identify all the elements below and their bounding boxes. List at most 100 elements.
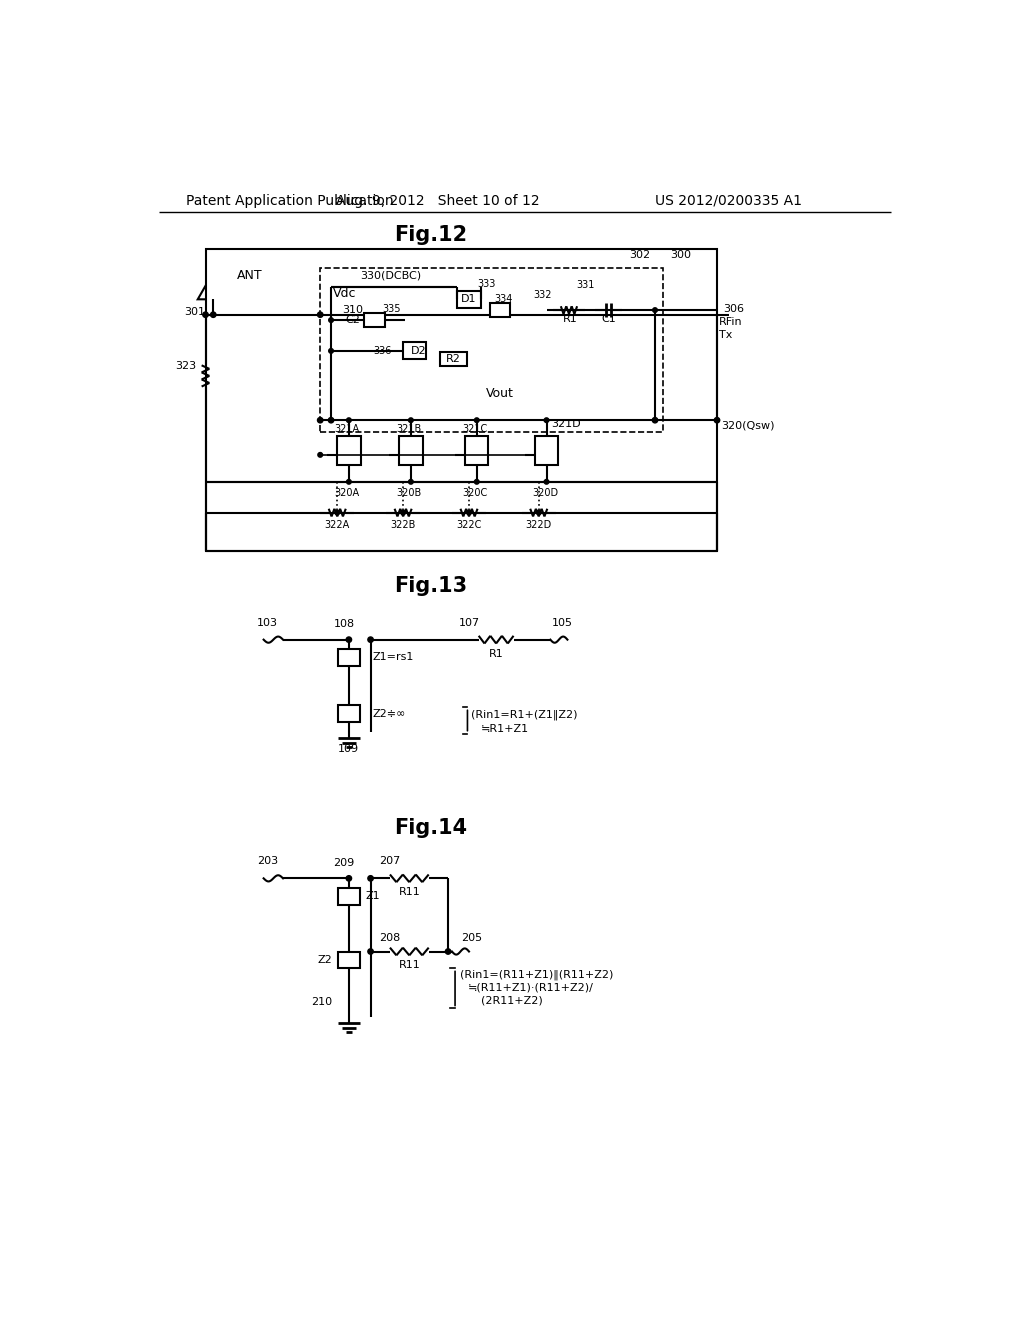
Text: Fig.14: Fig.14: [393, 818, 467, 838]
Text: Z2≑∞: Z2≑∞: [372, 709, 406, 718]
Text: 109: 109: [338, 744, 359, 754]
Text: D2: D2: [411, 346, 426, 356]
Text: 322D: 322D: [525, 520, 552, 529]
Bar: [535, 436, 558, 465]
Text: 310: 310: [342, 305, 364, 315]
Circle shape: [368, 638, 374, 643]
Circle shape: [544, 418, 549, 422]
Text: 323: 323: [175, 362, 197, 371]
Text: 320A: 320A: [335, 487, 359, 498]
Text: ANT: ANT: [237, 269, 262, 282]
Text: 336: 336: [373, 346, 391, 356]
Text: 302: 302: [629, 251, 650, 260]
Text: Z1: Z1: [366, 891, 381, 902]
Circle shape: [317, 312, 323, 317]
Text: Z1=rs1: Z1=rs1: [372, 652, 414, 663]
Text: C2: C2: [346, 315, 360, 325]
Text: 331: 331: [577, 280, 595, 290]
Bar: [321, 268, 663, 432]
Text: 107: 107: [459, 618, 479, 628]
Circle shape: [346, 638, 351, 643]
Text: 320(Qsw): 320(Qsw): [721, 421, 774, 430]
Bar: [440, 351, 467, 366]
Text: R2: R2: [446, 354, 461, 363]
Text: 108: 108: [334, 619, 354, 630]
Text: 330(DCBC): 330(DCBC): [360, 271, 422, 280]
Text: Fig.12: Fig.12: [393, 226, 467, 246]
Bar: [337, 436, 360, 465]
Text: 209: 209: [334, 858, 354, 869]
Circle shape: [329, 417, 334, 422]
Circle shape: [474, 479, 479, 484]
Circle shape: [445, 949, 451, 954]
Circle shape: [346, 418, 351, 422]
Text: ≒R1+Z1: ≒R1+Z1: [480, 723, 528, 734]
Text: R1: R1: [562, 314, 578, 323]
Text: 322A: 322A: [325, 520, 350, 529]
Text: 320C: 320C: [463, 487, 487, 498]
Text: 301: 301: [184, 308, 206, 317]
Circle shape: [317, 417, 323, 422]
Bar: [489, 304, 510, 317]
Circle shape: [652, 417, 657, 422]
Circle shape: [317, 453, 323, 457]
Text: Tx: Tx: [719, 330, 732, 341]
Circle shape: [203, 312, 208, 317]
Text: 320B: 320B: [396, 487, 422, 498]
Text: Vdc: Vdc: [334, 286, 357, 300]
Circle shape: [537, 511, 541, 515]
Text: 300: 300: [671, 251, 691, 260]
Circle shape: [211, 312, 216, 317]
Circle shape: [409, 418, 414, 422]
Text: 105: 105: [552, 618, 572, 628]
Bar: [338, 887, 359, 904]
Text: 321B: 321B: [396, 425, 422, 434]
Circle shape: [715, 417, 720, 422]
Text: 321A: 321A: [335, 425, 359, 434]
Text: Z2: Z2: [317, 954, 332, 965]
Text: 321D: 321D: [551, 418, 581, 429]
Circle shape: [409, 479, 414, 484]
Text: 103: 103: [257, 618, 278, 628]
Bar: [465, 436, 488, 465]
Bar: [399, 436, 423, 465]
Text: RFin: RFin: [719, 317, 742, 327]
Bar: [338, 705, 359, 722]
Text: C1: C1: [601, 314, 615, 323]
Text: 322C: 322C: [457, 520, 481, 529]
Circle shape: [346, 875, 351, 880]
Text: 335: 335: [382, 304, 400, 314]
Text: 306: 306: [723, 304, 744, 314]
Text: (Rin1=R1+(Z1‖Z2): (Rin1=R1+(Z1‖Z2): [471, 710, 578, 721]
Text: (2R11+Z2): (2R11+Z2): [481, 995, 543, 1006]
Text: 333: 333: [477, 279, 496, 289]
Text: R11: R11: [398, 887, 420, 898]
Circle shape: [467, 511, 471, 515]
Text: (Rin1=(R11+Z1)‖(R11+Z2): (Rin1=(R11+Z1)‖(R11+Z2): [460, 969, 613, 979]
Circle shape: [400, 511, 406, 515]
Circle shape: [368, 949, 374, 954]
Text: 208: 208: [379, 933, 400, 944]
Circle shape: [346, 479, 351, 484]
Text: Aug. 9, 2012   Sheet 10 of 12: Aug. 9, 2012 Sheet 10 of 12: [336, 194, 540, 207]
Text: 320D: 320D: [531, 487, 558, 498]
Bar: [338, 649, 359, 665]
Bar: [458, 290, 480, 308]
Text: 203: 203: [257, 857, 279, 866]
Text: D1: D1: [461, 294, 477, 305]
Circle shape: [335, 511, 340, 515]
Text: R1: R1: [488, 648, 504, 659]
Text: 322B: 322B: [390, 520, 416, 529]
Bar: [365, 313, 385, 327]
Circle shape: [652, 308, 657, 313]
Bar: [403, 342, 426, 359]
Bar: [338, 952, 359, 969]
Text: R11: R11: [398, 960, 420, 970]
Text: 334: 334: [494, 294, 512, 305]
Text: 205: 205: [461, 933, 482, 944]
Circle shape: [368, 875, 374, 880]
Text: Vout: Vout: [486, 387, 514, 400]
Text: ≒(R11+Z1)·(R11+Z2)/: ≒(R11+Z1)·(R11+Z2)/: [467, 982, 593, 993]
Text: US 2012/0200335 A1: US 2012/0200335 A1: [655, 194, 802, 207]
Circle shape: [329, 348, 334, 354]
